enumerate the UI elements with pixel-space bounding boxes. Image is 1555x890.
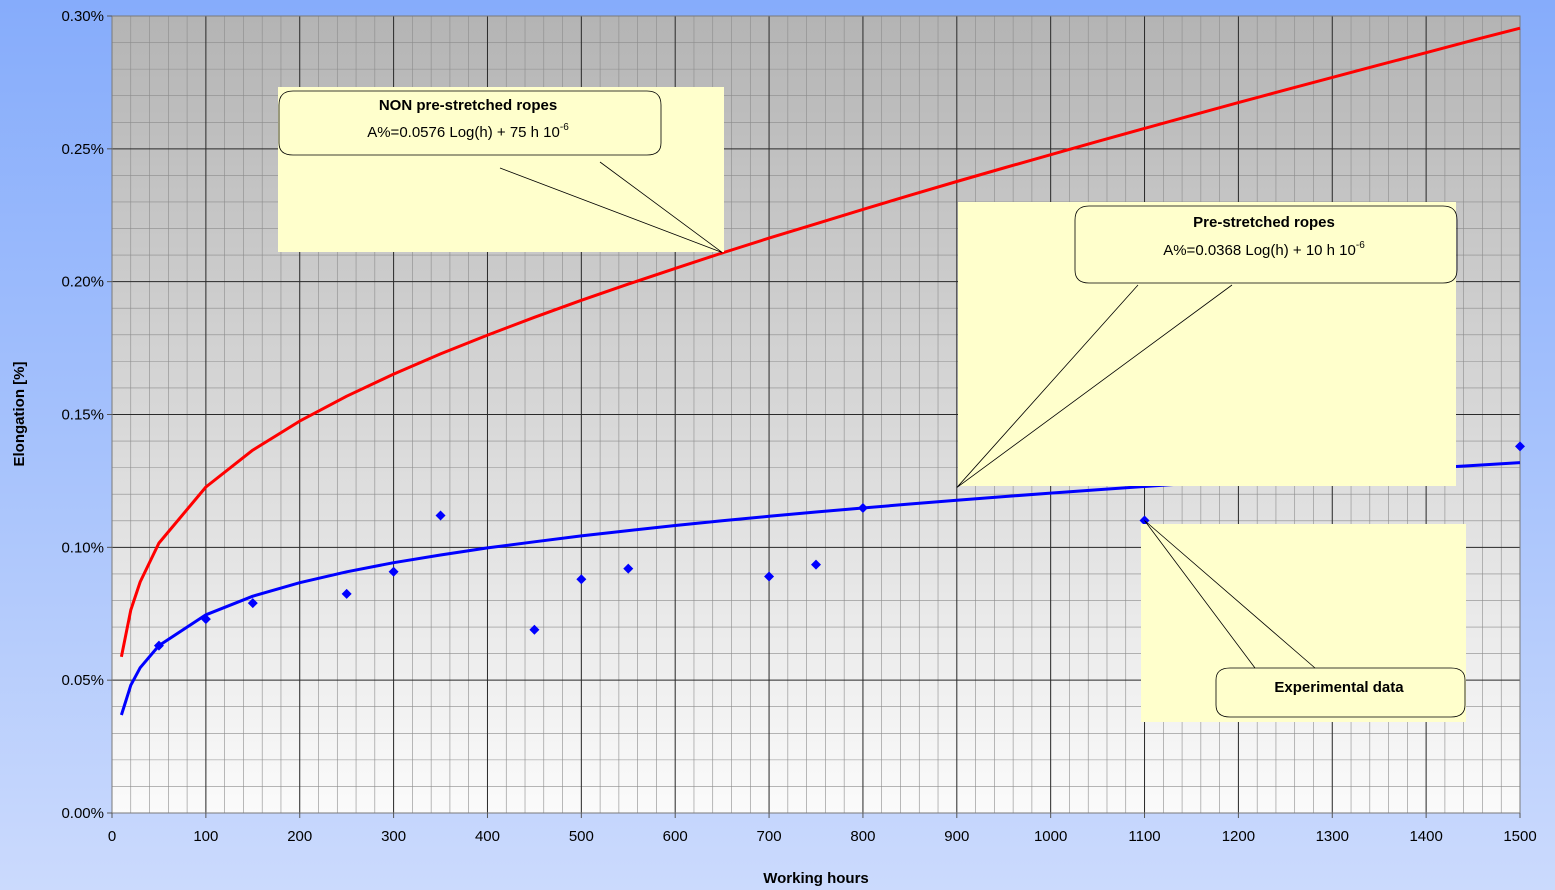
callout-non-prestretched-pointer: [499, 161, 723, 253]
x-tick-label: 200: [287, 828, 312, 845]
y-tick-label: 0.30%: [61, 8, 104, 25]
y-tick-label: 0.00%: [61, 805, 104, 822]
series-line-0: [119, 26, 1521, 658]
x-tick-label: 1300: [1316, 828, 1349, 845]
callout-non-prestretched-formula-text: A%=0.0576 Log(h) + 75 h 10: [367, 124, 560, 141]
data-point: [811, 559, 821, 570]
callout-non-prestretched: NON pre-stretched ropes A%=0.0576 Log(h)…: [278, 87, 724, 253]
data-point: [200, 614, 211, 625]
data-point: [153, 640, 164, 651]
data-point: [529, 624, 540, 635]
callout-experimental-bubble: [1215, 667, 1466, 718]
x-axis-ticks: 0 100 200 300 400 500 600 700 800 900 1000 1100 1200…: [108, 813, 1537, 845]
y-tick-label: 0.25%: [61, 141, 104, 158]
data-point: [764, 571, 775, 582]
x-tick-label: 1100: [1128, 828, 1160, 845]
data-point: [857, 503, 868, 514]
data-point: [1515, 441, 1525, 452]
x-tick-label: 1000: [1034, 828, 1067, 845]
x-tick-label: 800: [850, 828, 875, 845]
x-tick-label: 700: [757, 828, 782, 845]
callout-experimental-title: Experimental data: [1274, 679, 1404, 696]
callout-non-prestretched-bubble: [278, 90, 662, 156]
x-tick-label: 0: [108, 828, 116, 845]
y-axis-ticks: 0.00% 0.05% 0.10% 0.15% 0.20% 0.25% 0.30%: [61, 8, 112, 822]
y-tick-label: 0.20%: [61, 274, 104, 291]
x-axis-title: Working hours: [763, 870, 869, 887]
callout-prestretched-bubble: [1074, 205, 1458, 284]
y-tick-label: 0.10%: [61, 539, 104, 556]
x-tick-label: 400: [475, 828, 500, 845]
callout-prestretched-title: Pre-stretched ropes: [1193, 214, 1335, 231]
y-tick-label: 0.05%: [61, 672, 104, 689]
callout-prestretched-formula: A%=0.0368 Log(h) + 10 h 10-6: [1163, 240, 1365, 259]
x-tick-label: 1200: [1222, 828, 1255, 845]
callout-non-prestretched-title: NON pre-stretched ropes: [379, 97, 557, 114]
callout-prestretched-pointer: [956, 284, 1233, 488]
callout-prestretched-box: [958, 202, 1456, 486]
data-point: [247, 598, 258, 609]
x-tick-label: 100: [193, 828, 218, 845]
callout-experimental-pointer: [1144, 520, 1316, 669]
callout-prestretched-formula-text: A%=0.0368 Log(h) + 10 h 10: [1163, 242, 1356, 259]
y-tick-label: 0.15%: [61, 407, 104, 424]
callout-non-prestretched-formula-sup: -6: [560, 122, 569, 133]
data-point: [435, 510, 446, 521]
callout-prestretched: Pre-stretched ropes A%=0.0368 Log(h) + 1…: [956, 202, 1458, 488]
data-point: [388, 566, 399, 577]
data-point: [623, 563, 634, 574]
callout-experimental-box: [1141, 524, 1466, 722]
data-point: [576, 574, 587, 585]
y-axis-title: Elongation [%]: [11, 362, 28, 467]
x-tick-label: 1400: [1409, 828, 1442, 845]
data-point: [341, 588, 352, 599]
x-tick-label: 1500: [1503, 828, 1536, 845]
x-tick-label: 300: [381, 828, 406, 845]
callout-non-prestretched-formula: A%=0.0576 Log(h) + 75 h 10-6: [367, 122, 569, 141]
x-tick-label: 900: [944, 828, 969, 845]
x-tick-label: 500: [569, 828, 594, 845]
x-tick-label: 600: [663, 828, 688, 845]
callout-prestretched-formula-sup: -6: [1356, 240, 1365, 251]
callout-experimental: Experimental data: [1141, 520, 1466, 722]
callout-layer: NON pre-stretched ropes A%=0.0576 Log(h)…: [278, 87, 1466, 722]
